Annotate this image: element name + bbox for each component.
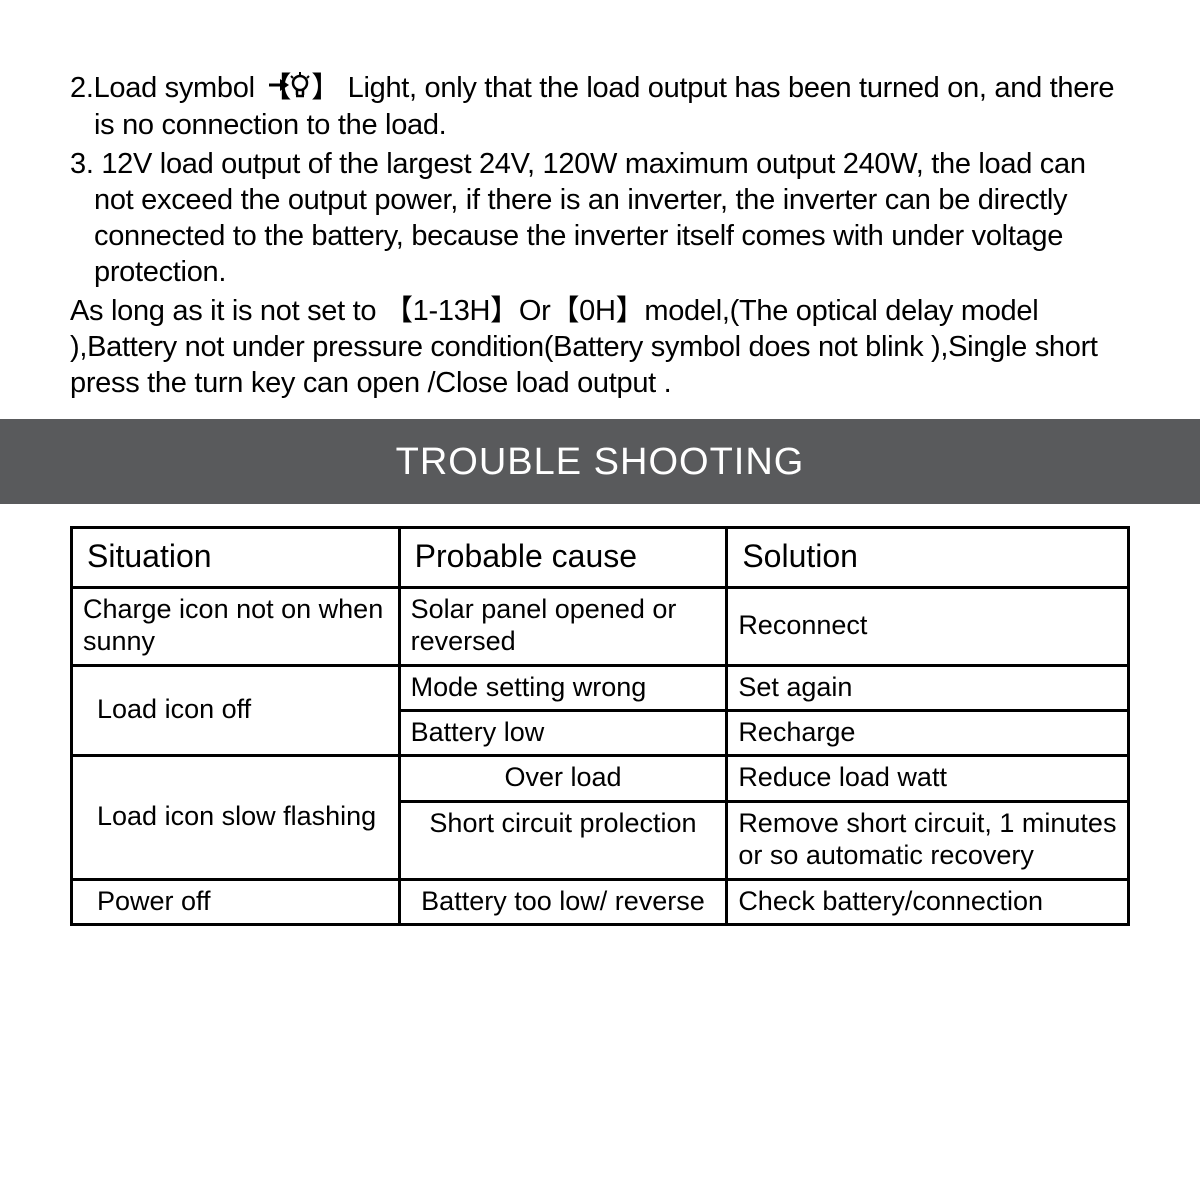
table-row: Load icon off Mode setting wrong Set aga… [72, 665, 1129, 710]
cell-situation: Power off [72, 879, 400, 924]
cell-solution: Reduce load watt [727, 756, 1129, 801]
col-cause: Probable cause [399, 528, 727, 587]
cell-cause: Short circuit prolection [399, 801, 727, 879]
troubleshooting-table: Situation Probable cause Solution Charge… [70, 526, 1130, 926]
list-item-3: 3. 12V load output of the largest 24V, 1… [70, 146, 1130, 291]
cell-situation: Load icon off [72, 665, 400, 756]
cell-cause: Solar panel opened or reversed [399, 587, 727, 665]
cell-solution: Set again [727, 665, 1129, 710]
cell-solution: Check battery/connection [727, 879, 1129, 924]
cell-cause: Mode setting wrong [399, 665, 727, 710]
cell-situation: Load icon slow flashing [72, 756, 400, 879]
list-item-2: 2.Load symbol 【 】 Light, only that the l… [70, 70, 1130, 144]
manual-page: 2.Load symbol 【 】 Light, only that the l… [0, 0, 1200, 926]
col-solution: Solution [727, 528, 1129, 587]
item2-prefix: 2.Load symbol [70, 72, 262, 104]
bracket-close: 】 [311, 72, 340, 104]
table-row: Load icon slow flashing Over load Reduce… [72, 756, 1129, 801]
cell-solution: Remove short circuit, 1 minutes or so au… [727, 801, 1129, 879]
table-row: Charge icon not on when sunny Solar pane… [72, 587, 1129, 665]
cell-cause: Over load [399, 756, 727, 801]
cell-cause: Battery low [399, 711, 727, 756]
cell-solution: Recharge [727, 711, 1129, 756]
cell-cause: Battery too low/ reverse [399, 879, 727, 924]
load-arrow-bulb-icon [291, 71, 311, 107]
note-paragraph: As long as it is not set to 【1-13H】Or【0H… [70, 293, 1130, 402]
cell-solution: Reconnect [727, 587, 1129, 665]
col-situation: Situation [72, 528, 400, 587]
table-header-row: Situation Probable cause Solution [72, 528, 1129, 587]
troubleshooting-banner: TROUBLE SHOOTING [0, 419, 1200, 504]
cell-situation: Charge icon not on when sunny [72, 587, 400, 665]
body-text-block: 2.Load symbol 【 】 Light, only that the l… [70, 70, 1130, 401]
table-row: Power off Battery too low/ reverse Check… [72, 879, 1129, 924]
